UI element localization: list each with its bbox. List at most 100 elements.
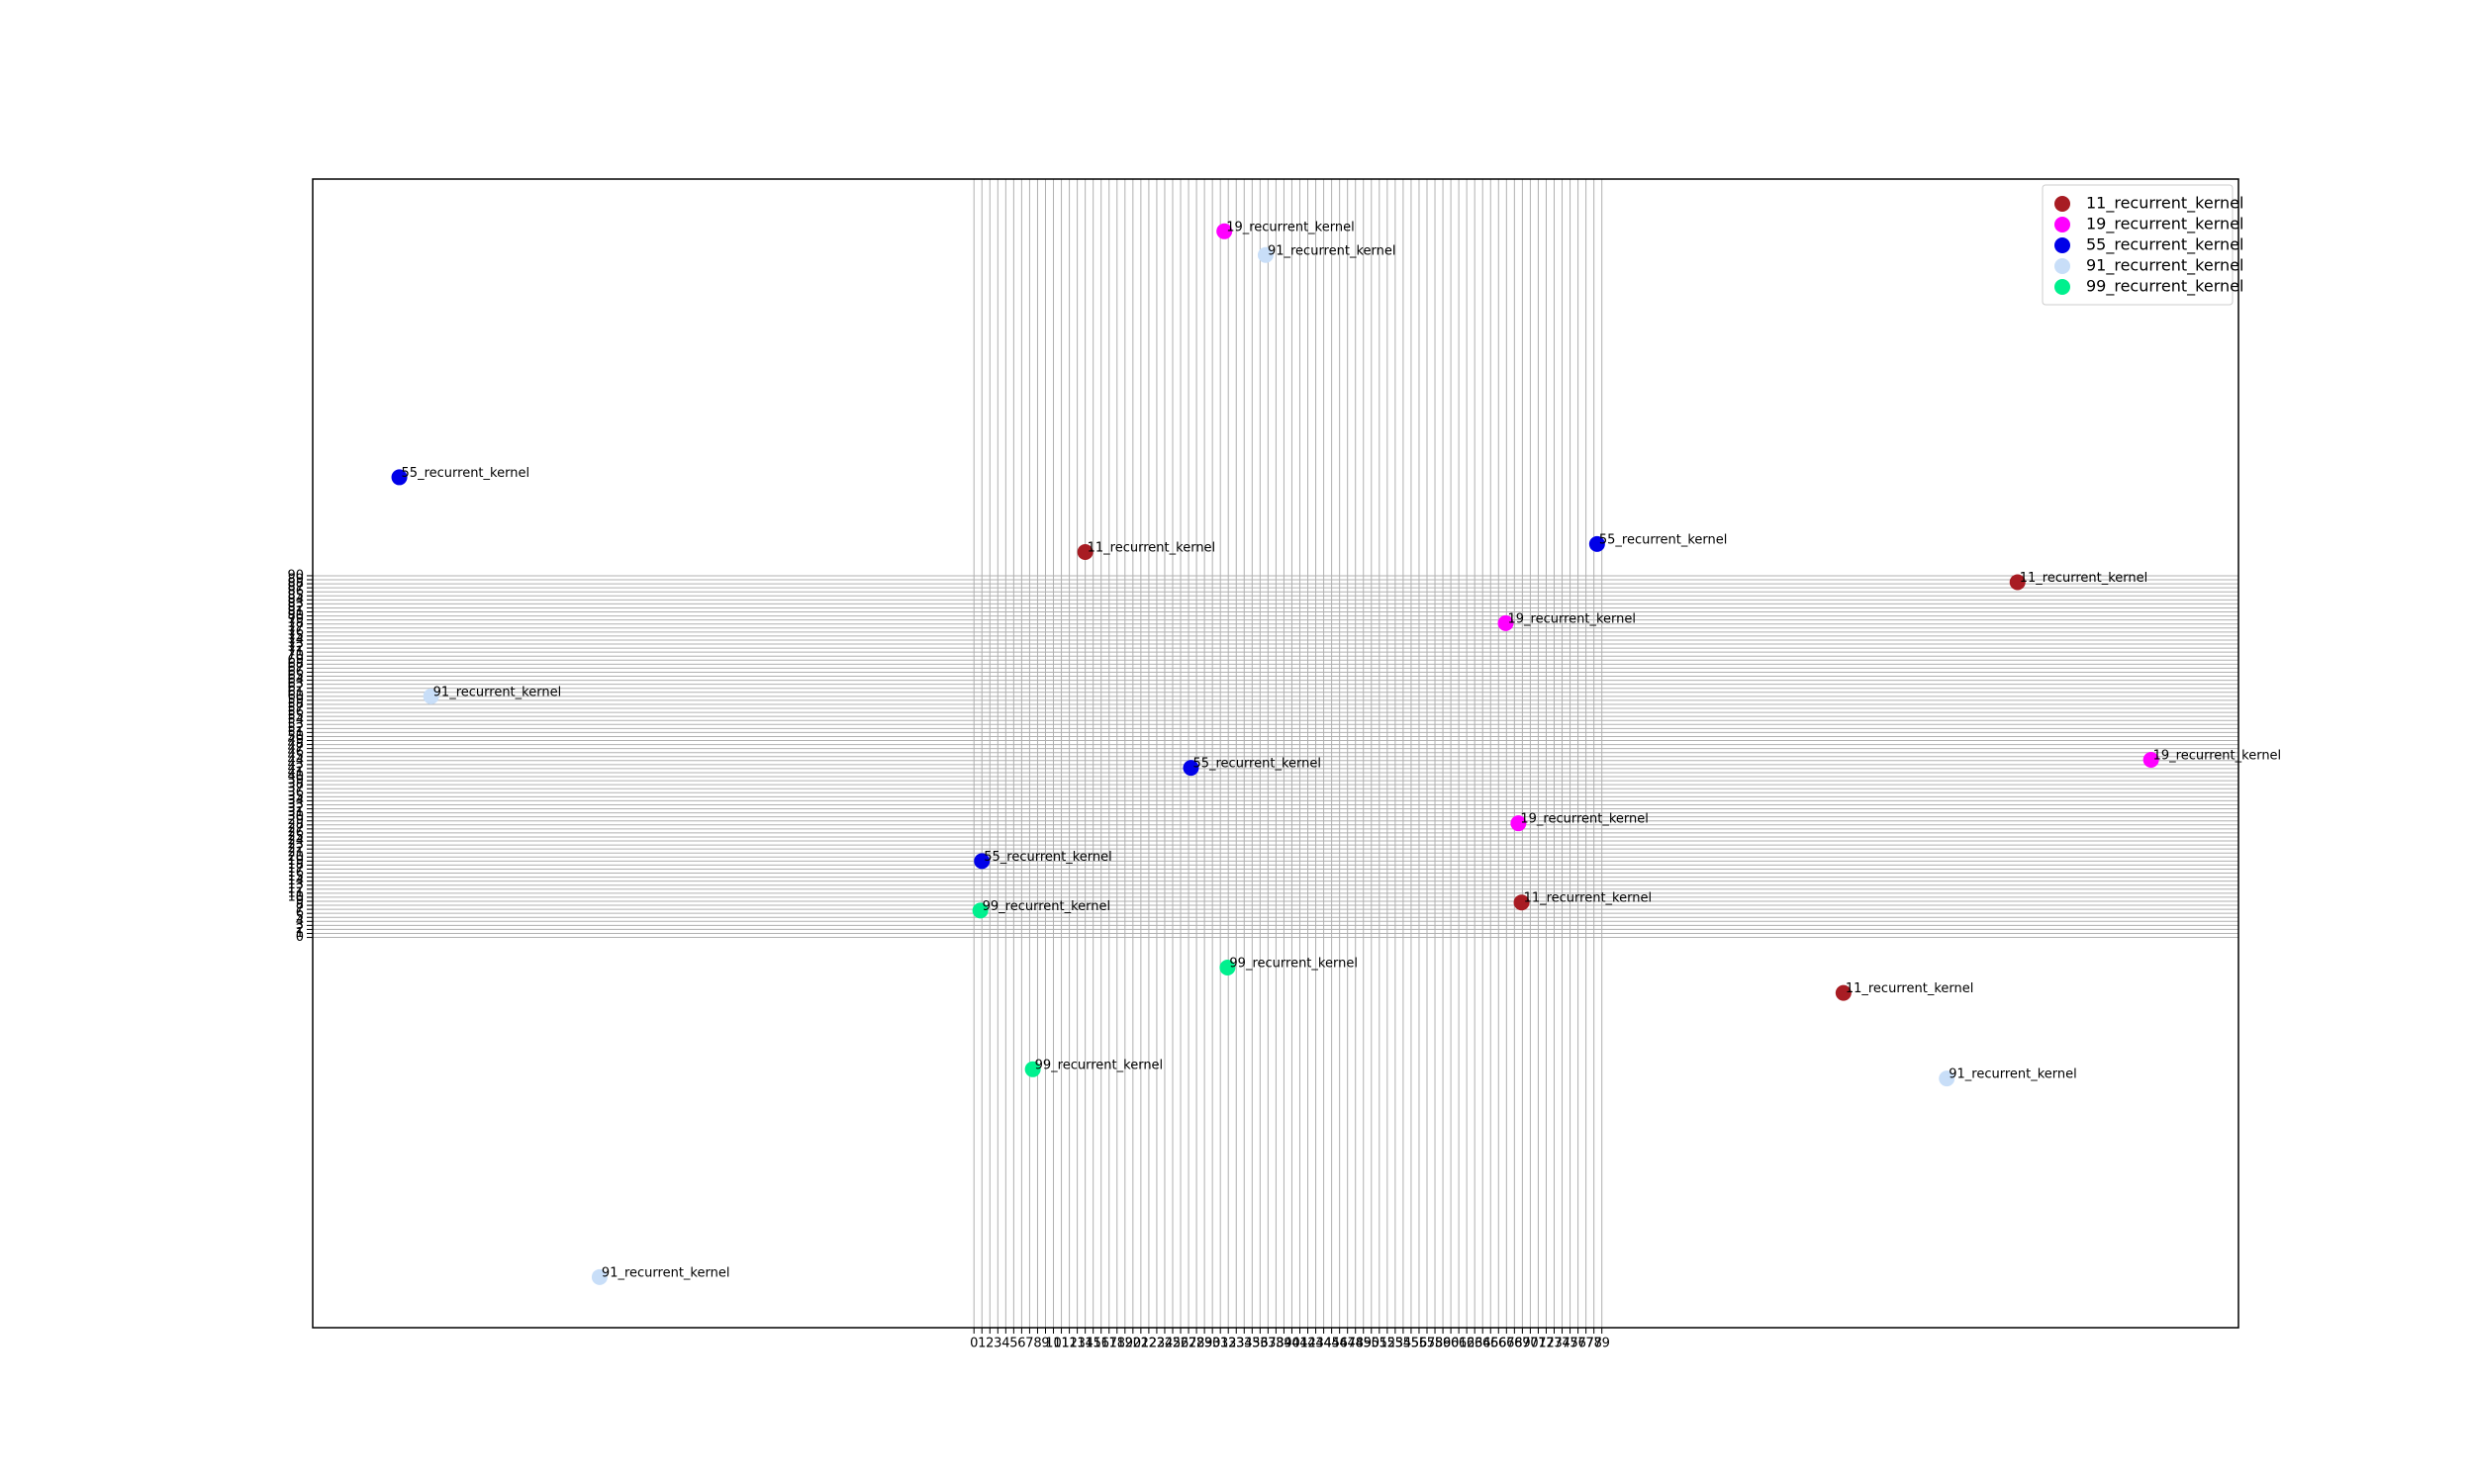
x-tick-label: 62 xyxy=(1459,1337,1475,1351)
y-tick-label: 11 xyxy=(287,885,304,900)
point xyxy=(2142,751,2159,768)
y-tick-label: 56 xyxy=(287,705,304,720)
x-tick-label: 32 xyxy=(1220,1337,1237,1351)
y-tick-label: 16 xyxy=(287,866,304,881)
legend-marker xyxy=(2054,279,2070,295)
y-tick-label: 48 xyxy=(287,737,304,752)
y-tick-label: 26 xyxy=(287,825,304,840)
x-tick-label: 0 xyxy=(970,1337,978,1351)
x-tick-label: 17 xyxy=(1100,1337,1117,1351)
x-tick-label: 71 xyxy=(1530,1337,1547,1351)
point xyxy=(1513,894,1530,911)
x-tick-label: 54 xyxy=(1395,1337,1412,1351)
x-tick-label: 7 xyxy=(1025,1337,1033,1351)
x-tick-label: 73 xyxy=(1546,1337,1563,1351)
y-tick-label: 49 xyxy=(287,733,304,748)
y-tick-label: 28 xyxy=(287,817,304,832)
point xyxy=(1939,1070,1955,1087)
point-label: 55_recurrent_kernel xyxy=(984,850,1112,865)
x-tick-label: 47 xyxy=(1339,1337,1356,1351)
x-tick-label: 46 xyxy=(1331,1337,1348,1351)
x-tick-label: 48 xyxy=(1347,1337,1364,1351)
y-tick-label: 55 xyxy=(287,709,304,724)
y-tick-label: 88 xyxy=(287,577,304,592)
x-tick-label: 75 xyxy=(1562,1337,1578,1351)
x-tick-label: 51 xyxy=(1372,1337,1388,1351)
y-tick-label: 31 xyxy=(287,805,304,820)
x-tick-label: 31 xyxy=(1212,1337,1229,1351)
x-tick-label: 24 xyxy=(1157,1337,1174,1351)
y-tick-label: 58 xyxy=(287,696,304,711)
point xyxy=(1216,223,1233,239)
point-label: 91_recurrent_kernel xyxy=(433,685,562,699)
x-tick-label: 2 xyxy=(986,1337,994,1351)
point xyxy=(1835,984,1852,1001)
y-tick-label: 39 xyxy=(287,774,304,788)
legend-label: 19_recurrent_kernel xyxy=(2086,215,2243,234)
y-tick-label: 63 xyxy=(287,677,304,692)
x-tick-label: 53 xyxy=(1387,1337,1404,1351)
y-tick-label: 87 xyxy=(287,581,304,596)
x-tick-label: 42 xyxy=(1299,1337,1316,1351)
x-tick-label: 19 xyxy=(1117,1337,1134,1351)
x-tick-label: 45 xyxy=(1323,1337,1340,1351)
x-tick-label: 9 xyxy=(1041,1337,1049,1351)
y-tick-label: 6 xyxy=(296,906,304,921)
x-tick-label: 76 xyxy=(1570,1337,1586,1351)
x-tick-label: 65 xyxy=(1482,1337,1499,1351)
y-tick-label: 53 xyxy=(287,717,304,732)
point-label: 19_recurrent_kernel xyxy=(1508,611,1637,626)
y-tick-label: 62 xyxy=(287,681,304,696)
point-label: 11_recurrent_kernel xyxy=(1088,540,1216,555)
point xyxy=(1510,815,1527,832)
y-tick-label: 52 xyxy=(287,721,304,736)
legend-label: 99_recurrent_kernel xyxy=(2086,277,2243,297)
y-tick-label: 22 xyxy=(287,842,304,857)
point xyxy=(1257,246,1274,263)
point-label: 91_recurrent_kernel xyxy=(602,1265,730,1280)
x-tick-label: 67 xyxy=(1498,1337,1515,1351)
x-tick-label: 4 xyxy=(1001,1337,1009,1351)
y-tick-label: 45 xyxy=(287,749,304,764)
y-tick-label: 36 xyxy=(287,786,304,800)
y-tick-label: 4 xyxy=(296,914,304,929)
point-label: 11_recurrent_kernel xyxy=(2020,571,2148,586)
x-tick-label: 26 xyxy=(1173,1337,1189,1351)
y-tick-label: 3 xyxy=(296,918,304,933)
x-tick-label: 44 xyxy=(1315,1337,1332,1351)
point-label: 19_recurrent_kernel xyxy=(1520,812,1649,827)
x-tick-label: 78 xyxy=(1585,1337,1602,1351)
x-tick-label: 36 xyxy=(1252,1337,1269,1351)
x-tick-label: 20 xyxy=(1125,1337,1142,1351)
y-tick-label: 54 xyxy=(287,713,304,728)
point xyxy=(1588,535,1605,552)
point-label: 19_recurrent_kernel xyxy=(1226,220,1355,234)
point-label: 11_recurrent_kernel xyxy=(1524,891,1653,906)
y-tick-label: 73 xyxy=(287,637,304,652)
x-tick-label: 18 xyxy=(1109,1337,1126,1351)
y-tick-label: 43 xyxy=(287,757,304,772)
x-tick-label: 37 xyxy=(1260,1337,1277,1351)
y-tick-label: 41 xyxy=(287,765,304,780)
legend-label: 11_recurrent_kernel xyxy=(2086,194,2243,214)
point xyxy=(591,1268,608,1285)
y-tick-label: 18 xyxy=(287,858,304,873)
x-tick-label: 50 xyxy=(1364,1337,1380,1351)
x-tick-label: 38 xyxy=(1268,1337,1285,1351)
y-tick-label: 70 xyxy=(287,649,304,664)
y-tick-label: 1 xyxy=(296,926,304,941)
y-tick-label: 81 xyxy=(287,604,304,619)
y-tick-label: 83 xyxy=(287,597,304,611)
point-label: 99_recurrent_kernel xyxy=(1035,1058,1164,1072)
y-tick-label: 12 xyxy=(287,881,304,896)
point xyxy=(1077,543,1094,560)
legend-marker xyxy=(2054,196,2070,212)
y-tick-label: 66 xyxy=(287,665,304,680)
x-tick-label: 30 xyxy=(1204,1337,1221,1351)
x-tick-label: 60 xyxy=(1443,1337,1460,1351)
y-tick-label: 35 xyxy=(287,789,304,804)
legend-marker xyxy=(2054,217,2070,232)
point xyxy=(974,853,991,870)
